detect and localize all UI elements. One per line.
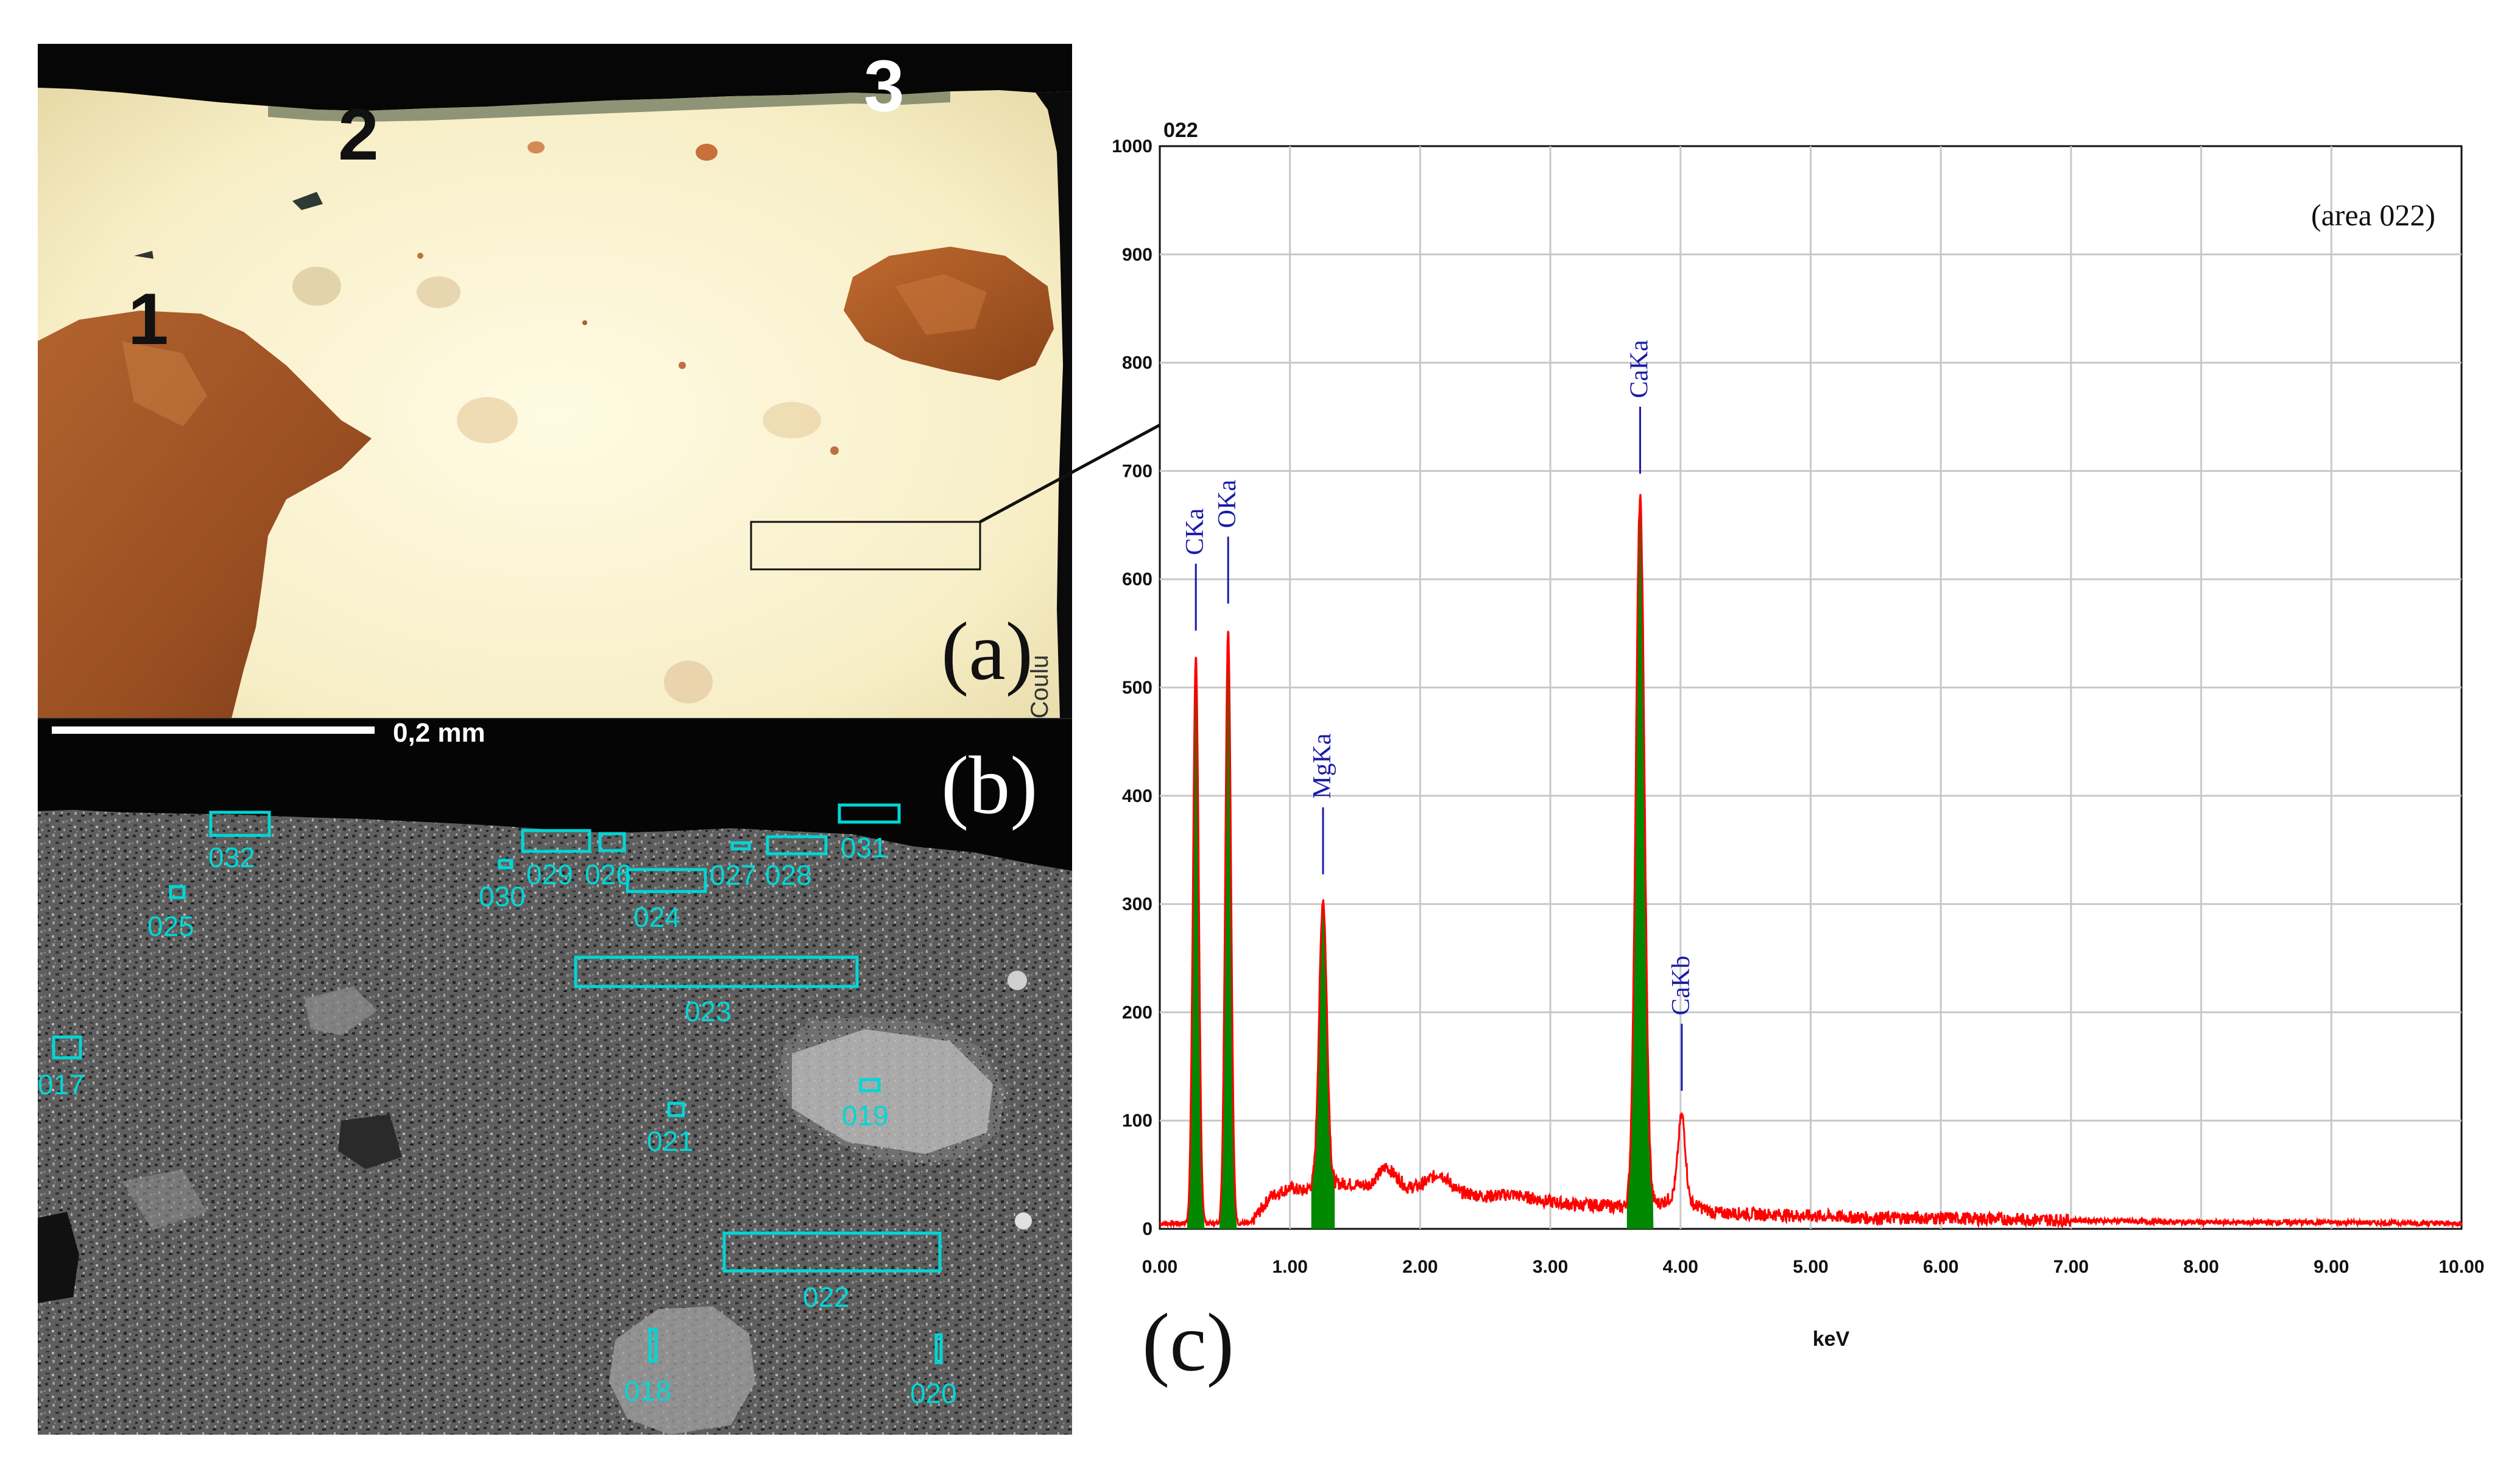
x-tick-label: 1.00 bbox=[1272, 1257, 1308, 1277]
x-tick-label: 8.00 bbox=[2183, 1257, 2218, 1277]
x-tick-label: 7.00 bbox=[2053, 1257, 2089, 1277]
y-tick-label: 600 bbox=[1122, 569, 1152, 589]
area-box-022 bbox=[722, 1231, 942, 1273]
area-box-017 bbox=[52, 1035, 82, 1060]
area-box-026 bbox=[598, 832, 626, 853]
area-label-020: 020 bbox=[910, 1377, 957, 1409]
peak-label-cakb: CaKb bbox=[1667, 955, 1695, 1015]
area-box-019 bbox=[859, 1078, 881, 1092]
area-box-027 bbox=[730, 841, 751, 851]
area-annotation: (area 022) bbox=[2311, 198, 2435, 232]
area-box-032 bbox=[209, 811, 271, 837]
panel-label-a: (a) bbox=[941, 606, 1033, 697]
peak-fill-caka bbox=[1626, 499, 1654, 1229]
x-axis-label: keV bbox=[1813, 1328, 1850, 1351]
area-label-017: 017 bbox=[38, 1069, 85, 1100]
area-box-030 bbox=[498, 859, 514, 870]
area-box-024 bbox=[626, 868, 707, 893]
spectrum-id: 022 bbox=[1163, 119, 1198, 142]
area-label-025: 025 bbox=[147, 910, 194, 942]
peak-fill-mgka bbox=[1311, 899, 1335, 1229]
y-axis-ticks: 0 100 200 300 400 500 600 700 800 900 1000 bbox=[1112, 136, 1152, 1239]
area-label-030: 030 bbox=[479, 881, 526, 912]
stamp-text: Coulu bbox=[1026, 655, 1053, 719]
scale-bar bbox=[52, 726, 375, 734]
area-label-031: 031 bbox=[841, 832, 888, 863]
y-tick-label: 100 bbox=[1122, 1111, 1152, 1131]
y-tick-label: 700 bbox=[1122, 461, 1152, 481]
area-box-028 bbox=[766, 835, 828, 856]
y-tick-label: 0 bbox=[1142, 1219, 1152, 1239]
y-tick-label: 300 bbox=[1122, 895, 1152, 915]
y-tick-label: 1000 bbox=[1112, 136, 1152, 156]
x-tick-label: 10.00 bbox=[2438, 1257, 2484, 1277]
peak-label-cka: CKa bbox=[1181, 508, 1209, 555]
area-label-023: 023 bbox=[685, 996, 732, 1027]
area-boxes bbox=[52, 803, 943, 1365]
y-tick-label: 200 bbox=[1122, 1002, 1152, 1022]
x-tick-label: 2.00 bbox=[1402, 1257, 1438, 1277]
area-label-028: 028 bbox=[765, 859, 812, 891]
x-tick-label: 0.00 bbox=[1142, 1257, 1177, 1277]
x-tick-label: 9.00 bbox=[2314, 1257, 2349, 1277]
area-label-022: 022 bbox=[803, 1281, 850, 1313]
area-label-019: 019 bbox=[842, 1100, 889, 1131]
y-tick-label: 400 bbox=[1122, 786, 1152, 806]
area-box-020 bbox=[934, 1333, 943, 1365]
peak-label-caka: CaKa bbox=[1626, 340, 1654, 398]
area-box-029 bbox=[521, 829, 591, 853]
area-box-018 bbox=[648, 1328, 658, 1363]
panel-label-c: (c) bbox=[1142, 1297, 1234, 1388]
area-label-021: 021 bbox=[647, 1125, 694, 1157]
area-label-026: 026 bbox=[585, 859, 632, 890]
peak-label-mgka: MgKa bbox=[1308, 733, 1336, 799]
x-tick-label: 5.00 bbox=[1793, 1257, 1828, 1277]
scale-bar-label: 0,2 mm bbox=[393, 718, 485, 748]
area-label-029: 029 bbox=[526, 859, 573, 890]
layer-label-2: 2 bbox=[338, 94, 379, 175]
plot-grid bbox=[1160, 146, 2462, 1229]
panel-label-b: (b) bbox=[941, 740, 1038, 831]
area-box-021 bbox=[667, 1102, 685, 1117]
area-box-023 bbox=[574, 955, 859, 988]
layer-label-3: 3 bbox=[864, 45, 905, 127]
sem-image-panel: 0,2 mm bbox=[38, 718, 1072, 1435]
x-tick-label: 3.00 bbox=[1533, 1257, 1568, 1277]
optical-micrograph-panel: 1 2 3 (a) Coulu bbox=[38, 44, 1072, 719]
spectrum-line bbox=[1159, 494, 2463, 1229]
area-label-018: 018 bbox=[624, 1375, 671, 1407]
area-box-031 bbox=[838, 803, 901, 824]
x-tick-label: 4.00 bbox=[1663, 1257, 1698, 1277]
x-tick-label: 6.00 bbox=[1923, 1257, 1958, 1277]
area-box-025 bbox=[169, 885, 186, 899]
area-label-027: 027 bbox=[710, 859, 757, 891]
peak-label-oka: OKa bbox=[1213, 480, 1241, 529]
y-tick-label: 900 bbox=[1122, 245, 1152, 265]
area-022-marker bbox=[750, 521, 981, 571]
area-labels: 032 025 030 029 026 024 027 028 031 023 … bbox=[38, 832, 957, 1409]
area-label-024: 024 bbox=[634, 901, 680, 933]
y-tick-label: 500 bbox=[1122, 678, 1152, 698]
y-tick-label: 800 bbox=[1122, 353, 1152, 373]
eds-spectrum-panel: 022 0 100 200 300 400 500 600 700 800 900 1000 0.0… bbox=[1112, 119, 2484, 1388]
area-label-032: 032 bbox=[208, 842, 255, 873]
layer-label-1: 1 bbox=[128, 278, 169, 360]
x-axis-ticks: 0.00 1.00 2.00 3.00 4.00 5.00 6.00 7.00 8.00 9.00… bbox=[1142, 1257, 2485, 1277]
